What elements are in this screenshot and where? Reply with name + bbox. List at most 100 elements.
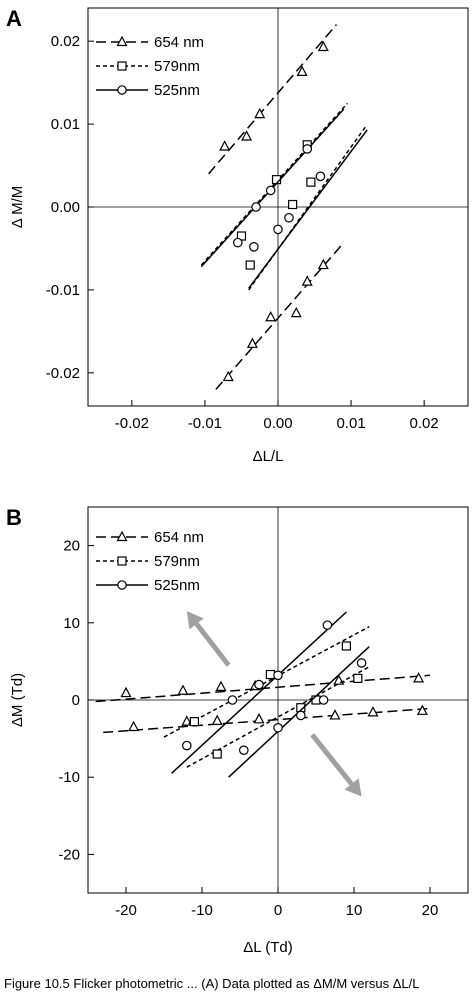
data-point bbox=[128, 720, 140, 732]
data-point bbox=[227, 695, 238, 705]
legend-label: 579nm bbox=[154, 58, 200, 75]
data-point bbox=[265, 310, 277, 322]
fit-line bbox=[215, 242, 345, 390]
x-axis-title: ΔL/L bbox=[253, 448, 284, 465]
data-point bbox=[265, 669, 275, 680]
series-circle: 525nm bbox=[96, 577, 370, 778]
legend-marker bbox=[116, 530, 128, 542]
data-point bbox=[329, 709, 341, 720]
x-tick-label: 20 bbox=[422, 902, 439, 919]
x-tick-label: -0.01 bbox=[188, 415, 222, 432]
figure-caption: Figure 10.5 Flicker photometric ... (A) … bbox=[4, 976, 420, 991]
data-point bbox=[211, 714, 223, 725]
y-tick-label: 0.01 bbox=[51, 116, 80, 133]
legend-label: 525nm bbox=[154, 82, 200, 99]
panel-letter: A bbox=[6, 6, 22, 31]
series-triangle: 654 nm bbox=[95, 529, 431, 734]
data-point bbox=[177, 684, 189, 695]
y-tick-label: 20 bbox=[63, 538, 80, 555]
series-circle: 525nm bbox=[96, 82, 368, 289]
data-point bbox=[253, 713, 265, 724]
direction-arrow-head bbox=[186, 611, 204, 630]
data-point bbox=[219, 140, 231, 151]
fit-line bbox=[171, 611, 347, 774]
legend-label: 579nm bbox=[154, 553, 200, 570]
data-point bbox=[182, 740, 192, 751]
series-triangle: 654 nm bbox=[96, 24, 345, 390]
y-tick-label: -0.02 bbox=[46, 365, 80, 382]
data-point bbox=[189, 717, 199, 727]
data-point bbox=[416, 704, 428, 715]
y-axis-title: ΔM (Td) bbox=[9, 673, 26, 727]
data-point bbox=[296, 65, 308, 76]
data-point bbox=[301, 275, 313, 286]
data-point bbox=[317, 258, 329, 270]
x-tick-label: -20 bbox=[115, 902, 137, 919]
legend-marker bbox=[117, 556, 127, 566]
data-point bbox=[254, 107, 266, 119]
data-point bbox=[315, 171, 326, 182]
y-tick-label: -10 bbox=[58, 769, 80, 786]
data-point bbox=[318, 695, 329, 705]
data-point bbox=[241, 130, 253, 141]
direction-arrow-shaft bbox=[310, 733, 354, 786]
data-point bbox=[302, 144, 313, 154]
data-point bbox=[311, 695, 321, 705]
data-point bbox=[246, 337, 258, 348]
data-point bbox=[212, 749, 222, 759]
y-tick-label: 0.00 bbox=[51, 199, 80, 216]
data-point bbox=[233, 237, 243, 248]
data-point bbox=[356, 658, 367, 668]
fit-line bbox=[103, 707, 431, 734]
x-axis-title: ΔL (Td) bbox=[243, 939, 292, 956]
panel-letter: B bbox=[6, 505, 22, 530]
fit-line bbox=[248, 126, 367, 291]
data-point bbox=[341, 641, 351, 651]
x-tick-label: 0.00 bbox=[263, 415, 292, 432]
legend-marker bbox=[116, 35, 128, 47]
x-tick-label: 0 bbox=[274, 902, 282, 919]
legend-marker bbox=[117, 85, 127, 95]
direction-arrow-shaft bbox=[194, 622, 231, 667]
x-tick-label: 10 bbox=[346, 902, 363, 919]
legend-marker bbox=[117, 580, 127, 590]
y-tick-label: 0 bbox=[72, 692, 80, 709]
panel-b: B -20 -10 0 10 20 -20 -10 0 10 20 ΔL (Td) ΔM (Td) 654… bbox=[6, 505, 469, 956]
data-point bbox=[120, 686, 132, 698]
series-square: 579nm bbox=[96, 58, 367, 291]
data-point bbox=[254, 679, 264, 690]
panel-a: A -0.02 -0.01 0.00 0.01 0.02 -0.02 -0.01 0.00 0.0… bbox=[6, 6, 469, 465]
legend-label: 654 nm bbox=[154, 529, 204, 546]
y-tick-label: -20 bbox=[58, 846, 80, 863]
figure: A -0.02 -0.01 0.00 0.01 0.02 -0.02 -0.01 0.00 0.0… bbox=[6, 6, 469, 956]
x-tick-label: 0.01 bbox=[336, 415, 365, 432]
y-tick-label: 0.02 bbox=[51, 33, 80, 50]
data-point bbox=[295, 710, 306, 721]
data-point bbox=[317, 40, 329, 52]
data-point bbox=[353, 673, 363, 683]
x-tick-label: 0.02 bbox=[410, 415, 439, 432]
data-point bbox=[288, 199, 298, 210]
direction-arrow-head bbox=[344, 778, 362, 797]
data-point bbox=[249, 242, 259, 252]
fit-line bbox=[248, 129, 368, 289]
data-point bbox=[273, 722, 283, 733]
legend-marker bbox=[117, 61, 127, 71]
data-point bbox=[290, 306, 302, 318]
data-point bbox=[222, 370, 234, 382]
data-point bbox=[367, 706, 379, 717]
data-point bbox=[273, 224, 283, 235]
y-tick-label: -0.01 bbox=[46, 282, 80, 299]
legend-label: 525nm bbox=[154, 577, 200, 594]
fit-line bbox=[208, 24, 338, 175]
x-tick-label: -0.02 bbox=[115, 415, 149, 432]
legend-label: 654 nm bbox=[154, 34, 204, 51]
series-square: 579nm bbox=[96, 553, 370, 768]
x-tick-label: -10 bbox=[191, 902, 213, 919]
y-axis-title: Δ M/M bbox=[9, 186, 26, 229]
data-point bbox=[265, 185, 276, 196]
data-point bbox=[239, 745, 249, 755]
data-point bbox=[215, 680, 227, 691]
data-point bbox=[284, 212, 294, 223]
data-point bbox=[322, 620, 333, 630]
